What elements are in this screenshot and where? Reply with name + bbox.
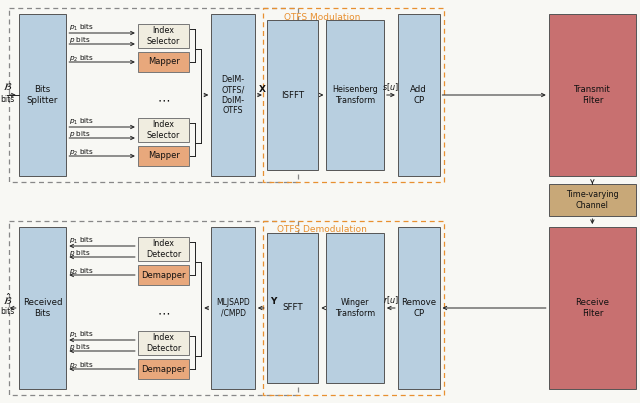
Text: $\mathbf{Y}$: $\mathbf{Y}$ (271, 295, 279, 307)
Bar (398, 227, 440, 389)
Text: Mapper: Mapper (148, 152, 180, 160)
Text: SFFT: SFFT (282, 303, 303, 312)
Bar (211, 14, 255, 176)
Bar (398, 14, 440, 176)
Text: Index
Detector: Index Detector (146, 333, 181, 353)
Text: $p$ bits: $p$ bits (69, 342, 91, 352)
Text: Index
Selector: Index Selector (147, 120, 180, 140)
Bar (19, 227, 67, 389)
Bar (263, 221, 444, 395)
Text: $\mathbf{X}$: $\mathbf{X}$ (259, 83, 268, 93)
Bar (9, 221, 298, 395)
Text: bits: bits (1, 94, 15, 104)
Text: $\cdots$: $\cdots$ (157, 93, 170, 106)
Text: MLJSAPD
/CMPD: MLJSAPD /CMPD (216, 298, 250, 318)
Text: $p_1$ bits: $p_1$ bits (69, 330, 95, 340)
Bar (548, 184, 636, 216)
Bar (267, 20, 319, 170)
Text: Demapper: Demapper (141, 270, 186, 280)
Bar (263, 8, 444, 182)
Text: Demapper: Demapper (141, 364, 186, 374)
Text: $\mathcal{B}$: $\mathcal{B}$ (3, 81, 12, 91)
Text: Index
Detector: Index Detector (146, 239, 181, 259)
Bar (138, 118, 189, 142)
Bar (138, 359, 189, 379)
Text: $p$ bits: $p$ bits (69, 35, 91, 45)
Bar (267, 233, 319, 383)
Text: Index
Selector: Index Selector (147, 26, 180, 46)
Text: $p_1$ bits: $p_1$ bits (69, 117, 95, 127)
Bar (19, 14, 67, 176)
Text: $p_2$ bits: $p_2$ bits (69, 54, 95, 64)
Text: Add
CP: Add CP (410, 85, 427, 105)
Text: $p_2$ bits: $p_2$ bits (69, 267, 95, 277)
Text: $p$ bits: $p$ bits (69, 129, 91, 139)
Text: $p_1$ bits: $p_1$ bits (69, 23, 95, 33)
Text: ISFFT: ISFFT (281, 91, 304, 100)
Text: $\hat{\mathcal{B}}$: $\hat{\mathcal{B}}$ (3, 291, 12, 307)
Text: $r[u]$: $r[u]$ (383, 294, 399, 306)
Text: Received
Bits: Received Bits (23, 298, 62, 318)
Text: $p_2$ bits: $p_2$ bits (69, 361, 95, 371)
Text: $p$ bits: $p$ bits (69, 248, 91, 258)
Text: $s[u]$: $s[u]$ (383, 81, 399, 93)
Text: Remove
CP: Remove CP (401, 298, 436, 318)
Bar (548, 14, 636, 176)
Text: Receive
Filter: Receive Filter (575, 298, 609, 318)
Text: Heisenberg
Transform: Heisenberg Transform (332, 85, 378, 105)
Bar (9, 8, 298, 182)
Text: DeIM-
OTFS/
DoIM-
OTFS: DeIM- OTFS/ DoIM- OTFS (221, 75, 244, 115)
Bar (326, 20, 384, 170)
Bar (548, 227, 636, 389)
Bar (138, 331, 189, 355)
Text: OTFS Modulation: OTFS Modulation (284, 12, 360, 21)
Text: Mapper: Mapper (148, 58, 180, 66)
Text: Winger
Transform: Winger Transform (335, 298, 375, 318)
Bar (138, 237, 189, 261)
Text: bits: bits (1, 307, 15, 316)
Text: Transmit
Filter: Transmit Filter (574, 85, 611, 105)
Text: $\cdots$: $\cdots$ (157, 307, 170, 320)
Text: Bits
Splitter: Bits Splitter (27, 85, 58, 105)
Text: Time-varying
Channel: Time-varying Channel (566, 190, 619, 210)
Bar (326, 233, 384, 383)
Bar (211, 227, 255, 389)
Text: $p_1$ bits: $p_1$ bits (69, 236, 95, 246)
Text: $p_2$ bits: $p_2$ bits (69, 148, 95, 158)
Bar (138, 146, 189, 166)
Bar (138, 24, 189, 48)
Bar (138, 265, 189, 285)
Text: OTFS Demodulation: OTFS Demodulation (278, 226, 367, 235)
Bar (138, 52, 189, 72)
